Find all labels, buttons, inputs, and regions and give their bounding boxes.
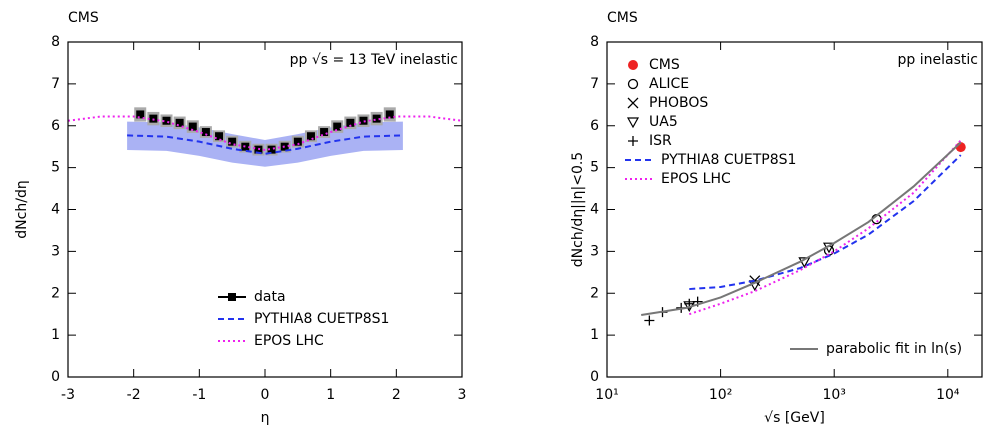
marker (215, 132, 224, 141)
x-tick-label: 10² (709, 387, 732, 403)
marker (175, 118, 184, 127)
plot-area (68, 107, 462, 167)
chart-title: CMS (607, 10, 638, 26)
x-tick-label: 2 (392, 387, 401, 403)
annotation: pp inelastic (898, 52, 978, 68)
marker (267, 145, 276, 154)
y-tick-label: 2 (51, 285, 60, 301)
legend-label: EPOS LHC (661, 171, 731, 187)
legend-label: PYTHIA8 CUETP8S1 (254, 311, 389, 327)
marker (346, 118, 355, 127)
y-tick-label: 3 (51, 243, 60, 259)
marker (293, 137, 302, 146)
x-tick-label: 3 (458, 387, 467, 403)
y-tick-label: 0 (51, 369, 60, 385)
marker (188, 122, 197, 131)
legend-marker (627, 97, 639, 109)
x-tick-label: 1 (326, 387, 335, 403)
series-line (689, 154, 962, 291)
marker (333, 122, 342, 131)
plot-area (641, 139, 966, 326)
y-axis-label: dNch/dη (14, 180, 30, 238)
marker (320, 128, 329, 137)
legend-marker (628, 136, 638, 146)
y-tick-label: 1 (51, 327, 60, 343)
x-axis-label: η (261, 410, 270, 426)
y-tick-label: 0 (590, 369, 599, 385)
annotation: pp √s = 13 TeV inelastic (290, 52, 458, 68)
marker (201, 128, 210, 137)
legend-label: EPOS LHC (254, 333, 324, 349)
y-tick-label: 8 (51, 34, 60, 50)
x-tick-label: 10³ (822, 387, 845, 403)
legend-label: ISR (649, 133, 672, 149)
marker (385, 110, 394, 119)
marker (372, 114, 381, 123)
y-tick-label: 2 (590, 285, 599, 301)
x-tick-label: 10¹ (595, 387, 618, 403)
x-tick-label: 10⁴ (936, 387, 960, 403)
y-tick-label: 6 (590, 118, 599, 134)
y-tick-label: 7 (590, 76, 599, 92)
legend-label: parabolic fit in ln(s) (826, 341, 962, 357)
plot-frame (67, 41, 463, 378)
legend-label: ALICE (649, 76, 689, 92)
chart-title: CMS (68, 10, 99, 26)
series-line (68, 115, 462, 152)
y-tick-label: 3 (590, 243, 599, 259)
y-tick-label: 1 (590, 327, 599, 343)
marker (748, 280, 761, 292)
x-axis-label: √s [GeV] (764, 410, 825, 426)
marker (644, 315, 655, 326)
marker (162, 116, 171, 125)
x-tick-label: -3 (61, 387, 75, 403)
legend-label: PHOBOS (649, 95, 708, 111)
marker (306, 132, 315, 141)
marker (798, 257, 811, 269)
series-line (641, 141, 962, 317)
y-tick-label: 7 (51, 76, 60, 92)
y-tick-label: 6 (51, 118, 60, 134)
series-line (127, 134, 403, 155)
legend-marker (626, 117, 640, 129)
marker (136, 110, 145, 119)
legend-label: data (254, 289, 286, 305)
marker (228, 137, 237, 146)
legend-label: PYTHIA8 CUETP8S1 (661, 152, 796, 168)
legend-marker (628, 60, 638, 70)
y-axis-label: dNch/dη||η|<0.5 (570, 152, 586, 267)
legend-label: CMS (649, 57, 680, 73)
y-tick-label: 4 (51, 202, 60, 218)
y-tick-label: 4 (590, 202, 599, 218)
legend-marker (228, 293, 236, 301)
y-tick-label: 8 (590, 34, 599, 50)
legend-label: UA5 (649, 114, 678, 130)
x-tick-label: -1 (192, 387, 206, 403)
x-tick-label: -2 (127, 387, 141, 403)
uncertainty-band (127, 121, 403, 167)
legend-marker (627, 78, 639, 90)
y-tick-label: 5 (590, 160, 599, 176)
marker (359, 116, 368, 125)
y-tick-label: 5 (51, 160, 60, 176)
plot-frame (606, 41, 983, 378)
x-tick-label: 0 (261, 387, 270, 403)
